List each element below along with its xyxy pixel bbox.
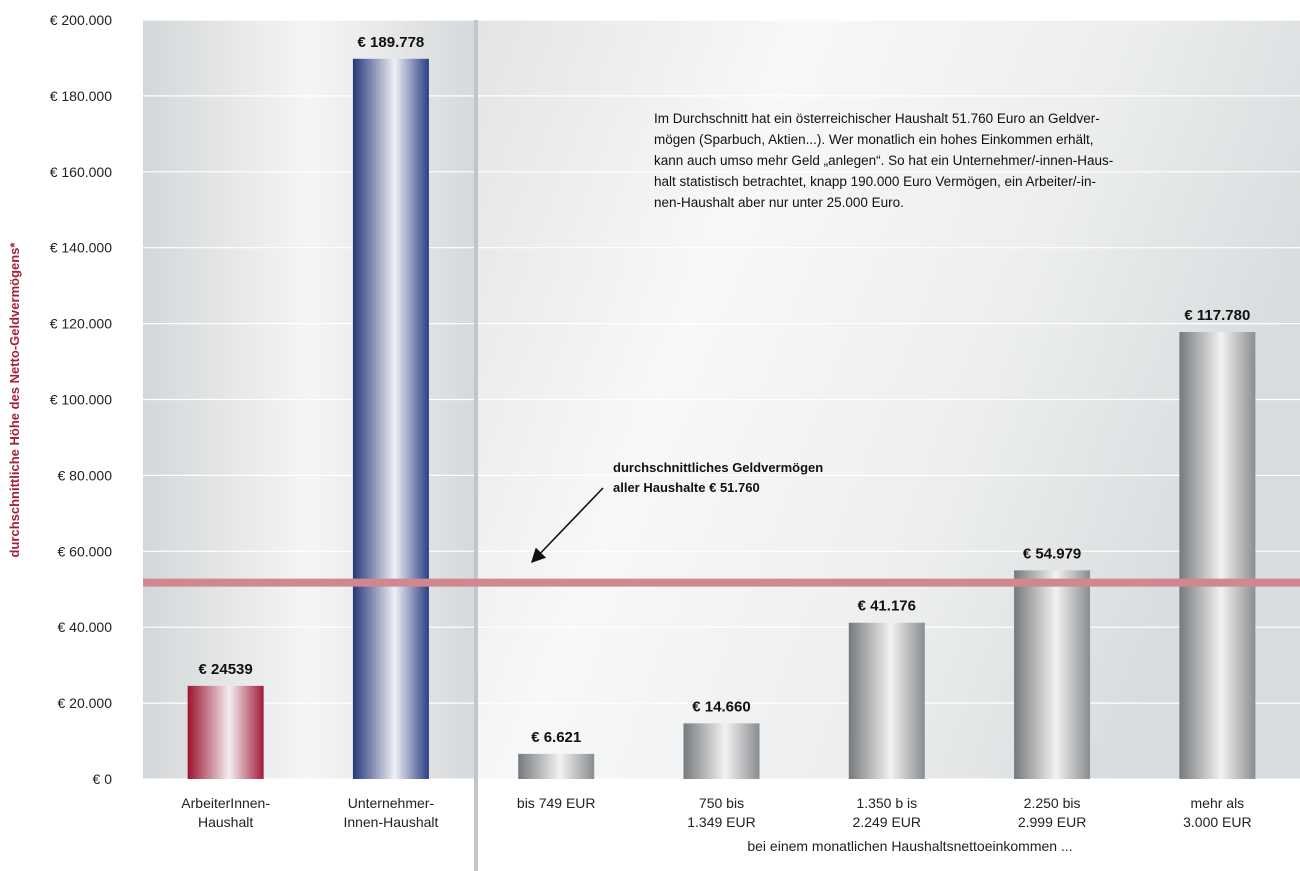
bar-value-label: € 24539 — [199, 661, 253, 678]
bar-value-label: € 54.979 — [1023, 545, 1081, 562]
bar-value-label: € 6.621 — [531, 729, 581, 746]
y-tick-label: € 0 — [93, 771, 113, 787]
category-labels: ArbeiterInnen- Haushalt Unternehmer- Innen-… — [181, 795, 1251, 830]
y-axis-ticks: € 0 € 20.000 € 40.000 € 60.000 € 80.000 € 100… — [50, 12, 113, 787]
y-tick-label: € 20.000 — [58, 695, 113, 711]
reference-label-line: durchschnittliches Geldvermögen — [613, 460, 823, 475]
category-label: 1.350 b is — [856, 795, 917, 811]
bar — [1179, 332, 1255, 779]
info-text-line: halt statistisch betrachtet, knapp 190.0… — [654, 174, 1096, 189]
category-label: Unternehmer- — [348, 795, 435, 811]
reference-label-line: aller Haushalte € 51.760 — [613, 480, 760, 495]
bar-value-label: € 14.660 — [692, 698, 750, 715]
bar — [684, 723, 760, 779]
y-tick-label: € 60.000 — [58, 543, 113, 559]
bar-value-label: € 189.778 — [358, 34, 425, 51]
category-label: 2.999 EUR — [1018, 814, 1086, 830]
category-label: Innen-Haushalt — [343, 814, 438, 830]
bar-value-label: € 41.176 — [858, 598, 916, 615]
y-tick-label: € 100.000 — [50, 392, 112, 408]
category-label: bis 749 EUR — [517, 795, 596, 811]
y-tick-label: € 180.000 — [50, 88, 112, 104]
category-label: 2.250 bis — [1024, 795, 1081, 811]
y-tick-label: € 80.000 — [58, 467, 113, 483]
info-text-line: Im Durchschnitt hat ein österreichischer… — [654, 111, 1100, 126]
category-label: 2.249 EUR — [853, 814, 921, 830]
y-tick-label: € 120.000 — [50, 316, 112, 332]
y-axis-label: durchschnittliche Höhe des Netto-Geldver… — [7, 242, 22, 558]
category-label: Haushalt — [198, 814, 253, 830]
x-axis-label: bei einem monatlichen Haushaltsnettoeink… — [747, 838, 1072, 854]
info-text-line: nen-Haushalt aber nur unter 25.000 Euro. — [654, 195, 904, 210]
bar — [1014, 570, 1090, 779]
category-label: 750 bis — [699, 795, 744, 811]
y-tick-label: € 140.000 — [50, 240, 112, 256]
bar — [353, 59, 429, 779]
bar — [849, 623, 925, 779]
y-tick-label: € 200.000 — [50, 12, 112, 28]
category-label: ArbeiterInnen- — [181, 795, 270, 811]
category-label: 3.000 EUR — [1183, 814, 1251, 830]
y-tick-label: € 40.000 — [58, 619, 113, 635]
y-tick-label: € 160.000 — [50, 164, 112, 180]
category-label: mehr als — [1191, 795, 1245, 811]
info-text-line: mögen (Sparbuch, Aktien...). Wer monatli… — [654, 132, 1093, 147]
bar — [518, 754, 594, 779]
info-text-line: kann auch umso mehr Geld „anlegen“. So h… — [654, 153, 1113, 168]
bar-value-label: € 117.780 — [1184, 307, 1250, 324]
bar — [188, 686, 264, 779]
category-label: 1.349 EUR — [687, 814, 755, 830]
